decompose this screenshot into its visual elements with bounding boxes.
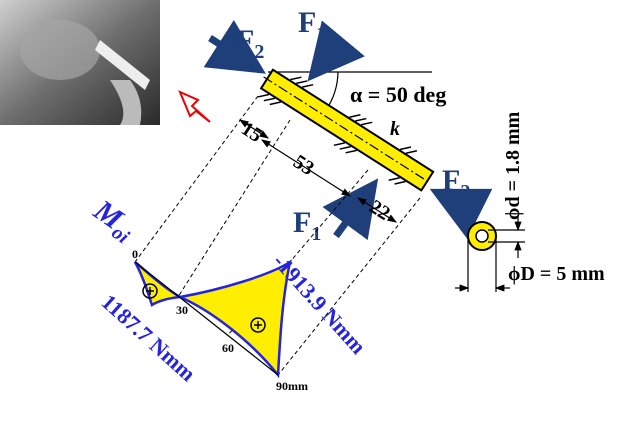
lightning [180, 92, 210, 122]
force-label: F1 [293, 206, 321, 245]
diagram: F2 F1 F1 F2 α = 50 deg k 15 53 22 Moi 0 … [0, 0, 637, 416]
xray-image [0, 0, 160, 125]
stiffness-label: k [390, 118, 400, 140]
moment-symbol: Moi [85, 193, 142, 248]
position-label: 30 [176, 303, 188, 317]
dimension-label: 22 [365, 196, 394, 225]
force-arrow [312, 40, 342, 76]
position-label: 0 [132, 247, 138, 261]
position-label: 60 [222, 341, 234, 355]
outer-diameter-label: ϕD = 5 mm [508, 263, 605, 285]
dimension-label: 53 [289, 151, 318, 180]
force-label: F1 [298, 6, 326, 45]
dimension-label: 15 [237, 118, 266, 147]
beam [253, 60, 441, 200]
angle-label: α = 50 deg [350, 82, 446, 107]
position-label: 90mm [276, 379, 308, 393]
inner-diameter-label: ϕd = 1.8 mm [502, 111, 524, 220]
